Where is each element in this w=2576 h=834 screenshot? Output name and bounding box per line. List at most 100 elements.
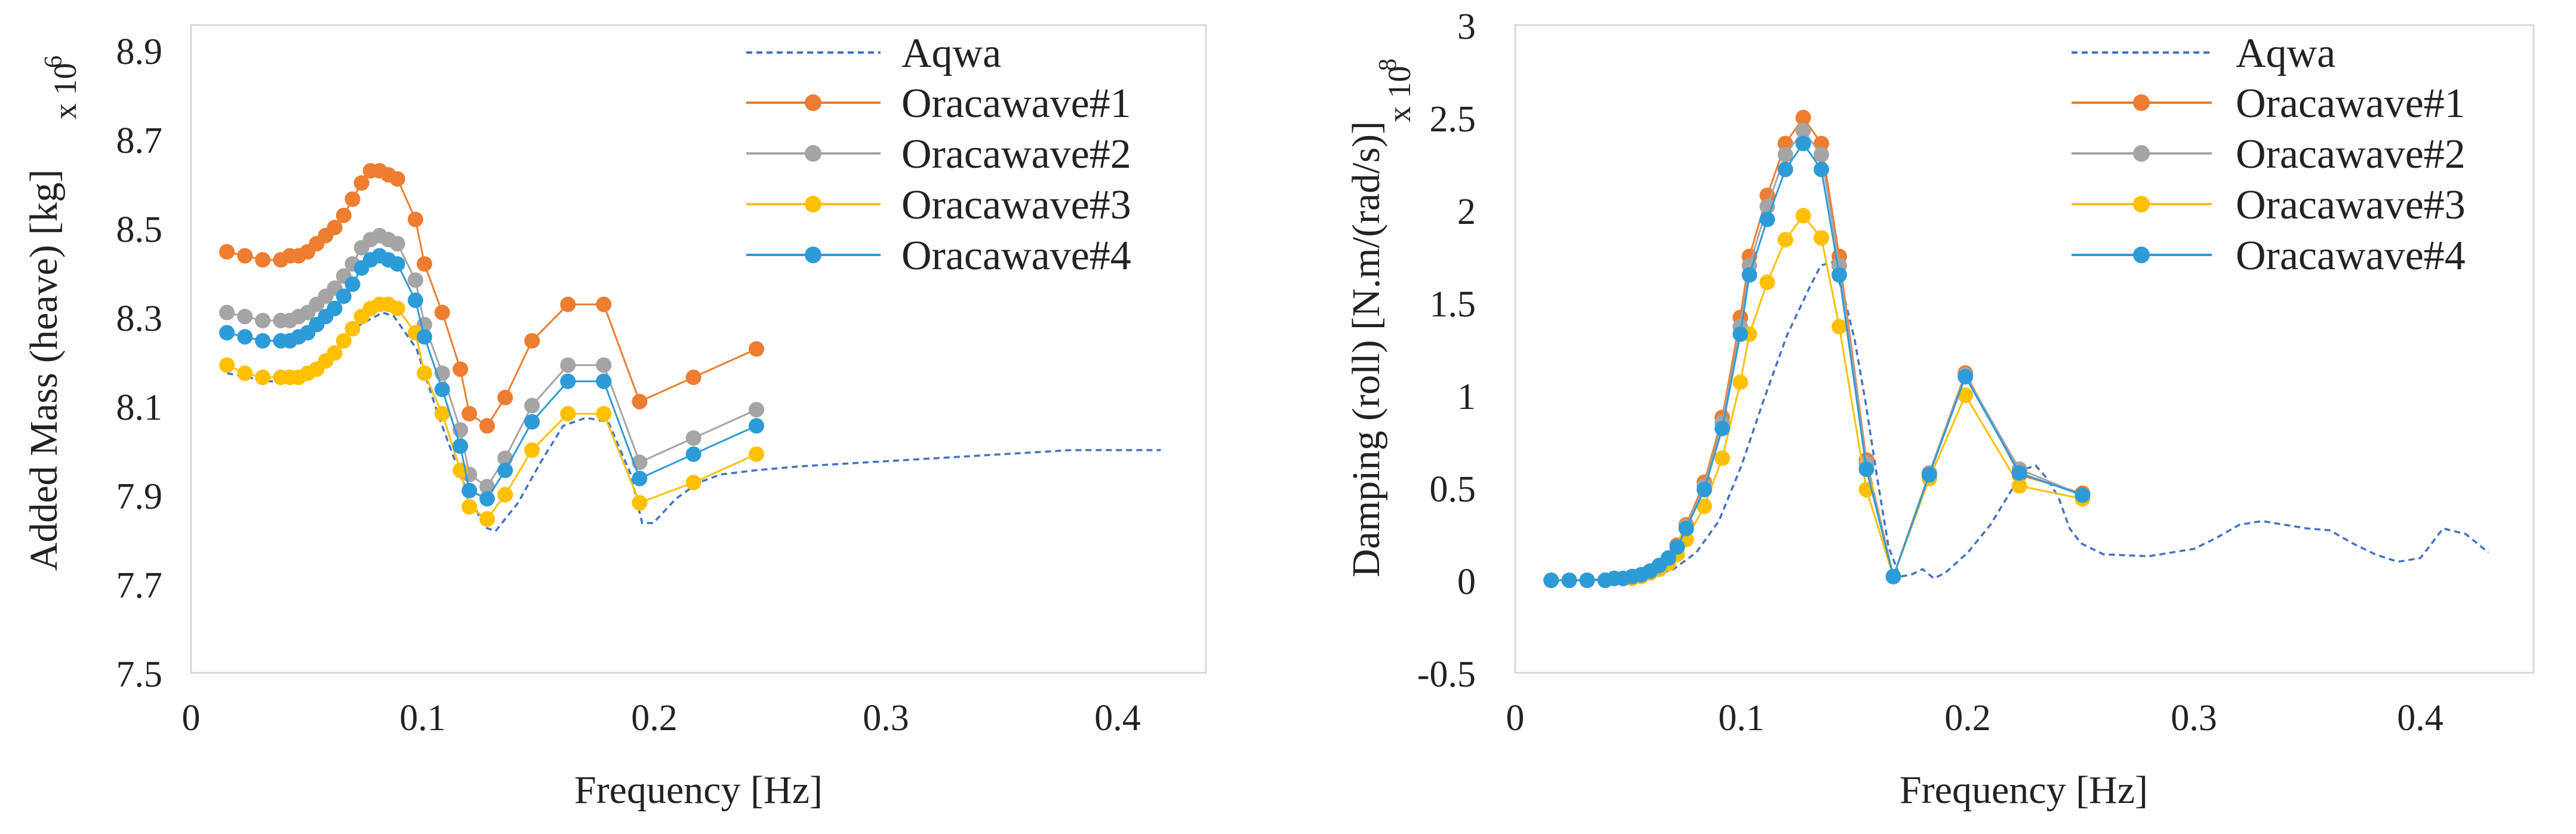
y-scale-label: x 10 (1381, 66, 1417, 123)
data-point-oracawave3 (255, 370, 271, 385)
series-line-oracawave3 (1551, 214, 2083, 581)
x-axis-label: Frequency [Hz] (574, 768, 823, 812)
x-tick-label: 0.2 (1944, 698, 1991, 738)
y-tick-label: 2.5 (1430, 99, 1476, 140)
data-point-oracawave4 (255, 333, 271, 349)
data-point-oracawave4 (1777, 161, 1793, 177)
y-tick-label: 8.1 (116, 387, 163, 428)
x-tick-label: 0.3 (2171, 698, 2217, 738)
data-point-oracawave3 (219, 357, 235, 373)
data-point-oracawave3 (237, 365, 253, 381)
data-point-oracawave1 (407, 211, 423, 227)
legend-marker-oracawave2 (2133, 145, 2150, 162)
data-point-oracawave1 (344, 191, 361, 207)
data-point-oracawave4 (389, 256, 405, 272)
y-tick-label: 2 (1457, 192, 1476, 232)
data-point-oracawave3 (632, 495, 648, 511)
data-point-oracawave1 (497, 389, 513, 405)
data-point-oracawave3 (1813, 230, 1829, 246)
data-point-oracawave4 (407, 293, 423, 309)
data-point-oracawave4 (479, 491, 495, 507)
legend-marker-oracawave4 (805, 247, 821, 263)
data-point-oracawave4 (1696, 482, 1712, 498)
data-point-oracawave1 (1795, 110, 1811, 125)
data-point-oracawave2 (219, 304, 235, 321)
data-point-oracawave2 (255, 313, 271, 328)
data-point-oracawave4 (219, 325, 235, 341)
series-line-oracawave4 (1551, 141, 2083, 581)
y-tick-label: 8.3 (116, 298, 163, 339)
data-point-oracawave3 (1831, 319, 1847, 335)
x-tick-label: 0.3 (863, 698, 909, 738)
data-point-oracawave2 (479, 479, 495, 495)
data-point-oracawave2 (1813, 147, 1829, 162)
data-point-oracawave4 (1958, 369, 1974, 384)
x-tick-label: 0 (1506, 698, 1525, 738)
data-point-oracawave3 (560, 406, 576, 421)
data-point-oracawave3 (434, 406, 450, 421)
data-point-oracawave4 (237, 329, 253, 345)
legend: Aqwa Oracawave#1 Oracawave#2 Oracawave#3… (746, 30, 1131, 279)
data-point-oracawave3 (1795, 208, 1811, 224)
data-point-oracawave1 (560, 296, 576, 312)
legend: Aqwa Oracawave#1 Oracawave#2 Oracawave#3… (2072, 30, 2466, 279)
data-point-oracawave3 (1732, 374, 1749, 390)
legend-label-oracawave1: Oracawave#1 (901, 81, 1131, 127)
legend-label-aqwa: Aqwa (2236, 30, 2335, 76)
x-tick-labels: 0 0.1 0.2 0.3 0.4 (182, 698, 1141, 738)
data-point-oracawave4 (2075, 487, 2091, 503)
data-point-oracawave4 (336, 288, 352, 304)
legend-label-oracawave2: Oracawave#2 (901, 131, 1131, 177)
data-point-oracawave4 (1858, 461, 1875, 477)
data-point-oracawave1 (417, 256, 432, 272)
data-point-oracawave4 (1579, 573, 1595, 588)
data-point-oracawave4 (434, 381, 450, 398)
y-tick-label: -0.5 (1417, 654, 1476, 695)
data-point-oracawave4 (1885, 568, 1901, 584)
y-tick-label: 3 (1457, 7, 1476, 47)
data-point-oracawave2 (389, 236, 405, 252)
y-tick-label: 7.9 (116, 476, 163, 517)
data-point-oracawave3 (1958, 387, 1974, 403)
legend-label-aqwa: Aqwa (901, 30, 1001, 76)
legend-label-oracawave3: Oracawave#3 (901, 182, 1131, 228)
series-group (1543, 110, 2489, 588)
legend-label-oracawave3: Oracawave#3 (2236, 182, 2466, 228)
legend-label-oracawave2: Oracawave#2 (2236, 131, 2466, 177)
y-tick-label: 0.5 (1430, 469, 1476, 510)
data-point-oracawave2 (407, 272, 423, 288)
data-point-oracawave4 (1678, 521, 1694, 537)
x-tick-label: 0 (182, 698, 201, 738)
legend-marker-oracawave3 (805, 196, 821, 213)
x-tick-labels: 0 0.1 0.2 0.3 0.4 (1506, 698, 2443, 738)
data-point-oracawave4 (461, 482, 478, 498)
y-scale-factor: x 10 6 (40, 56, 83, 119)
data-point-oracawave2 (1777, 147, 1793, 162)
data-point-oracawave3 (749, 446, 765, 462)
roll-damping-chart: -0.5 0 0.5 1 1.5 2 2.5 3 0 0.1 0.2 0.3 0… (1344, 7, 2535, 812)
data-point-oracawave1 (1759, 187, 1775, 204)
data-point-oracawave3 (389, 300, 405, 316)
x-tick-label: 0.4 (2397, 698, 2443, 738)
data-point-oracawave1 (237, 248, 253, 264)
data-point-oracawave2 (685, 430, 701, 446)
data-point-oracawave2 (1795, 122, 1811, 139)
data-point-oracawave3 (685, 475, 701, 491)
plot-area-frame (190, 24, 1207, 674)
data-point-oracawave4 (1741, 267, 1758, 283)
data-point-oracawave3 (497, 487, 513, 503)
data-point-oracawave3 (596, 406, 612, 421)
y-tick-label: 8.7 (116, 121, 163, 161)
data-point-oracawave2 (524, 398, 540, 414)
legend-marker-oracawave1 (2133, 94, 2150, 111)
data-point-oracawave1 (1813, 136, 1829, 152)
y-scale-exponent: 8 (1374, 59, 1402, 71)
x-tick-label: 0.1 (399, 698, 446, 738)
series-line-oracawave1 (226, 170, 757, 427)
legend-marker-oracawave4 (2133, 247, 2150, 263)
data-point-oracawave1 (336, 207, 352, 223)
data-point-oracawave3 (1696, 498, 1712, 514)
data-point-oracawave4 (560, 373, 576, 389)
series-line-oracawave1 (1551, 116, 2083, 581)
